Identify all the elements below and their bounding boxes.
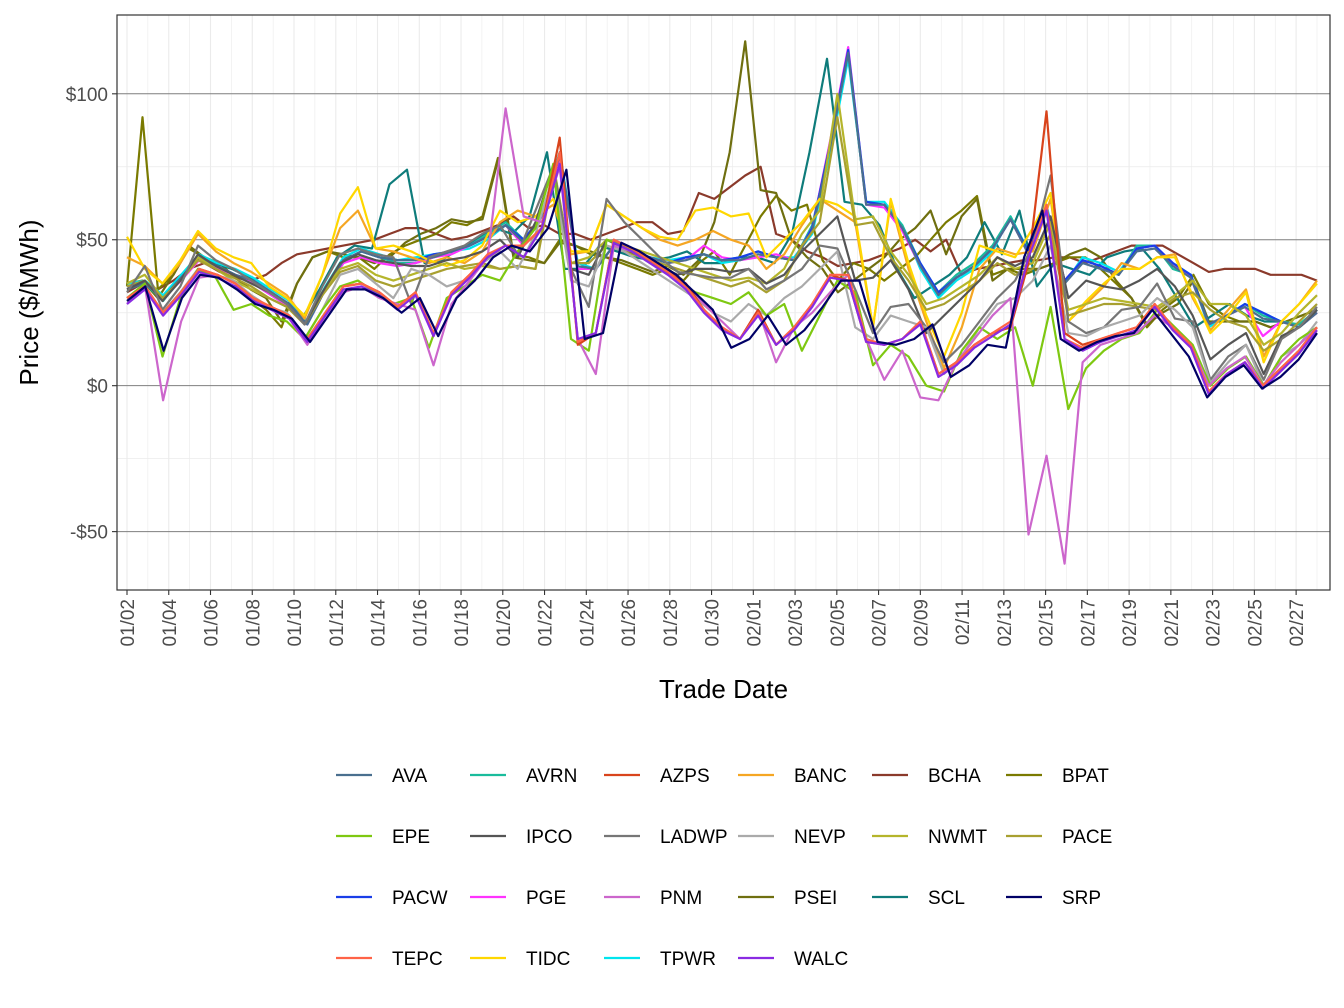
x-tick-label: 01/30 (703, 599, 724, 647)
series-line-srp (126, 168, 1318, 399)
legend-label-pacw: PACW (392, 888, 448, 909)
legend-label-bcha: BCHA (928, 766, 981, 787)
x-tick-label: 01/02 (118, 599, 139, 647)
legend-label-azps: AZPS (660, 766, 710, 787)
x-tick-label: 01/20 (494, 599, 515, 647)
series-line-ipco (126, 165, 1318, 376)
x-tick-label: 01/10 (285, 599, 306, 647)
minor-gridlines (117, 15, 1330, 590)
series-line-psei (126, 40, 1318, 329)
legend-label-srp: SRP (1062, 888, 1101, 909)
x-tick-label: 01/22 (536, 599, 557, 647)
legend-label-ipco: IPCO (526, 827, 572, 848)
y-tick-label: $50 (76, 231, 108, 252)
legend-label-walc: WALC (794, 949, 848, 970)
series-lines (125, 40, 1318, 565)
legend-label-epe: EPE (392, 827, 430, 848)
x-tick-label: 02/27 (1287, 599, 1308, 647)
x-tick-label: 02/09 (911, 599, 932, 647)
x-axis-title: Trade Date (659, 674, 788, 704)
y-tick-label: $0 (87, 377, 108, 398)
x-tick-label: 02/15 (1037, 599, 1058, 647)
legend-label-scl: SCL (928, 888, 965, 909)
x-tick-label: 02/11 (953, 599, 974, 645)
series-line-tidc (126, 186, 1318, 364)
x-tick-label: 01/16 (410, 599, 431, 647)
legend-label-ava: AVA (392, 766, 428, 787)
x-tick-label: 02/01 (744, 599, 765, 647)
series-line-nevp (126, 174, 1318, 387)
x-tick-label: 01/26 (619, 599, 640, 647)
series-line-bcha (126, 165, 1318, 294)
y-tick-label: $100 (66, 85, 108, 106)
legend-label-nwmt: NWMT (928, 827, 987, 848)
legend-label-tpwr: TPWR (660, 949, 716, 970)
x-tick-label: 01/06 (202, 599, 223, 647)
x-tick-label: 02/13 (995, 599, 1016, 647)
x-tick-label: 01/14 (369, 599, 390, 647)
series-line-epe (126, 162, 1318, 411)
legend-label-pnm: PNM (660, 888, 702, 909)
legend-label-avrn: AVRN (526, 766, 577, 787)
major-gridlines (117, 15, 1330, 590)
legend-label-tidc: TIDC (526, 949, 570, 970)
legend-label-banc: BANC (794, 766, 847, 787)
legend-label-pge: PGE (526, 888, 566, 909)
x-tick-label: 02/05 (828, 599, 849, 647)
x-tick-label: 02/25 (1245, 599, 1266, 647)
x-tick-label: 01/04 (160, 599, 181, 647)
y-tick-label: -$50 (70, 523, 108, 544)
x-tick-label: 02/07 (870, 599, 891, 647)
x-tick-label: 02/23 (1204, 599, 1225, 647)
legend-label-pace: PACE (1062, 827, 1112, 848)
series-line-pace (126, 116, 1318, 352)
plot-panel-border (116, 14, 1331, 591)
legend: AVA AVRN AZPS BANC BCHA BPAT EPE IPCO LADWP NEVP N… (336, 766, 1112, 970)
legend-label-tepc: TEPC (392, 949, 443, 970)
x-tick-label: 02/17 (1078, 599, 1099, 647)
x-tick-label: 02/19 (1120, 599, 1141, 647)
legend-label-ladwp: LADWP (660, 827, 728, 848)
x-tick-label: 01/08 (243, 599, 264, 647)
x-tick-label: 02/03 (786, 599, 807, 647)
y-axis: -$50 $0 $50 $100 (66, 85, 117, 544)
legend-label-nevp: NEVP (794, 827, 846, 848)
x-tick-label: 02/21 (1162, 599, 1183, 647)
x-tick-label: 01/24 (577, 599, 598, 647)
x-axis: 01/02 01/04 01/06 01/08 01/10 01/12 01/14 01/16… (118, 590, 1308, 647)
y-axis-title: Price ($/MWh) (14, 219, 44, 385)
x-tick-label: 01/18 (452, 599, 473, 647)
legend-label-psei: PSEI (794, 888, 837, 909)
series-line-ladwp (126, 165, 1318, 381)
legend-label-bpat: BPAT (1062, 766, 1109, 787)
x-tick-label: 01/12 (327, 599, 348, 647)
x-tick-label: 01/28 (661, 599, 682, 647)
